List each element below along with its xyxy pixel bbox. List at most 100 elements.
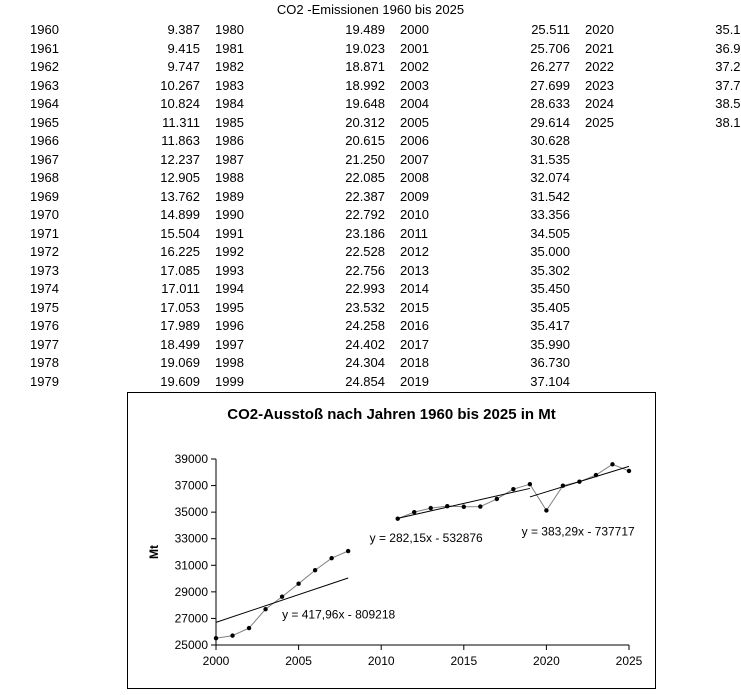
value-cell: 11.863	[161, 133, 200, 148]
value-cell: 22.756	[345, 262, 385, 278]
value-cell: 18.499	[160, 336, 200, 352]
value-cell: 20.312	[345, 114, 385, 130]
table-row: 1975 17.053	[30, 299, 200, 318]
table-row: 2004 28.633	[400, 95, 570, 114]
table-row: 2014 35.450	[400, 280, 570, 299]
table-row: 1961 9.415	[30, 40, 200, 59]
value-cell: 31.542	[530, 188, 570, 204]
data-point	[412, 509, 417, 515]
table-row: 1994 22.993	[215, 280, 385, 299]
year-cell: 1966	[30, 133, 59, 148]
value-cell: 22.387	[345, 188, 385, 204]
year-cell: 2009	[400, 188, 429, 204]
year-cell: 2007	[400, 151, 429, 167]
year-cell: 2004	[400, 96, 429, 111]
year-cell: 1979	[30, 373, 59, 389]
value-cell: 37.294	[715, 59, 741, 74]
value-cell: 36.730	[530, 355, 570, 370]
value-cell: 11.311	[162, 114, 200, 130]
trendline-equation: y = 282,15x - 532876	[370, 531, 483, 545]
year-cell: 1976	[30, 318, 59, 333]
table-row: 2016 35.417	[400, 317, 570, 336]
table-column: 2000 25.511 2001 25.706 2002 26.277 2003 27.699…	[400, 21, 570, 391]
table-row: 1974 17.011	[30, 280, 200, 299]
table-row: 2008 32.074	[400, 169, 570, 188]
table-row: 2011 34.505	[400, 225, 570, 244]
year-cell: 1977	[30, 336, 59, 352]
data-point	[428, 505, 433, 511]
y-tick-label: 37000	[175, 479, 209, 493]
year-cell: 1970	[30, 207, 59, 222]
data-point	[577, 479, 582, 484]
value-cell: 14.899	[160, 207, 200, 222]
year-cell: 1986	[215, 133, 244, 148]
data-point	[511, 486, 516, 492]
value-cell: 35.405	[530, 299, 570, 315]
table-row: 2005 29.614	[400, 114, 570, 133]
year-cell: 2023	[585, 77, 614, 93]
value-cell: 26.277	[530, 59, 570, 74]
table-row: 2003 27.699	[400, 77, 570, 96]
year-cell: 1974	[30, 281, 59, 296]
value-cell: 17.989	[160, 318, 200, 333]
value-cell: 19.069	[160, 355, 200, 370]
chart-title: CO2-Ausstoß nach Jahren 1960 bis 2025 in…	[227, 406, 555, 423]
data-point	[478, 504, 483, 509]
year-cell: 2016	[400, 318, 429, 333]
value-cell: 22.792	[345, 207, 385, 222]
table-column: 2020 35.127 2021 36.992 2022 37.294 2023 37.792…	[585, 21, 741, 132]
value-cell: 16.225	[160, 244, 200, 259]
co2-chart: CO2-Ausstoß nach Jahren 1960 bis 2025 in…	[147, 406, 643, 668]
value-cell: 17.085	[160, 262, 200, 278]
table-row: 2022 37.294	[585, 58, 741, 77]
data-point	[610, 462, 615, 467]
year-cell: 1975	[30, 299, 59, 315]
year-cell: 1983	[215, 77, 244, 93]
year-cell: 2018	[400, 355, 429, 370]
table-row: 1998 24.304	[215, 354, 385, 373]
table-row: 2019 37.104	[400, 373, 570, 392]
year-cell: 1990	[215, 207, 244, 222]
table-row: 1964 10.824	[30, 95, 200, 114]
year-cell: 1968	[30, 170, 59, 185]
table-row: 1983 18.992	[215, 77, 385, 96]
value-cell: 22.528	[345, 244, 385, 259]
year-cell: 1999	[215, 373, 244, 389]
year-cell: 1961	[30, 40, 59, 56]
year-cell: 2011	[400, 225, 428, 241]
table-row: 1965 11.311	[30, 114, 200, 133]
value-cell: 37.792	[715, 77, 741, 93]
data-point	[626, 468, 632, 474]
year-cell: 1984	[215, 96, 244, 111]
value-cell: 10.824	[160, 96, 200, 111]
year-cell: 1985	[215, 114, 244, 130]
table-row: 1963 10.267	[30, 77, 200, 96]
year-cell: 1962	[30, 59, 59, 74]
table-row: 1984 19.648	[215, 95, 385, 114]
year-cell: 2002	[400, 59, 429, 74]
data-point	[544, 508, 549, 513]
value-cell: 31.535	[530, 151, 570, 167]
table-row: 1981 19.023	[215, 40, 385, 59]
year-cell: 2024	[585, 96, 614, 111]
value-cell: 9.387	[167, 22, 200, 37]
table-row: 1992 22.528	[215, 243, 385, 262]
table-row: 1989 22.387	[215, 188, 385, 207]
trendline	[397, 487, 530, 519]
value-cell: 23.532	[345, 299, 385, 315]
value-cell: 10.267	[160, 77, 200, 93]
table-row: 1966 11.863	[30, 132, 200, 151]
data-point	[345, 548, 351, 554]
year-cell: 2019	[400, 373, 429, 389]
y-tick-label: 31000	[175, 558, 209, 572]
value-cell: 28.633	[530, 96, 570, 111]
year-cell: 1997	[215, 336, 244, 352]
value-cell: 19.648	[345, 96, 385, 111]
value-cell: 25.511	[531, 22, 570, 37]
table-column: 1960 9.387 1961 9.415 1962 9.747 1963 10.267 196…	[30, 21, 200, 391]
year-cell: 2006	[400, 133, 429, 148]
year-cell: 1982	[215, 59, 244, 74]
table-row: 2001 25.706	[400, 40, 570, 59]
value-cell: 38.100	[715, 114, 741, 130]
data-point	[263, 606, 268, 612]
